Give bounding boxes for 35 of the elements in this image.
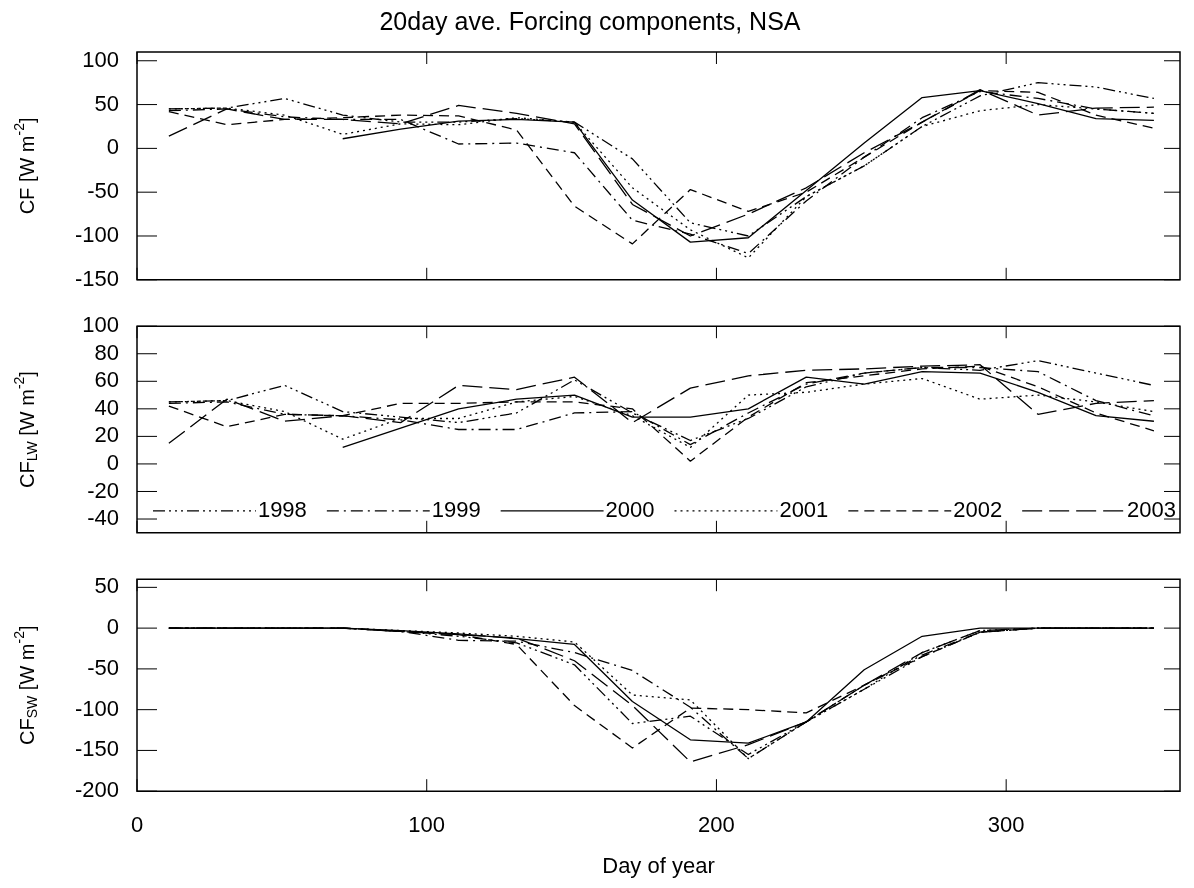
y-tick-label: -40 [87,505,119,531]
y-tick-label: -100 [74,222,119,248]
legend-label: 2001 [779,496,829,522]
y-tick-label: 80 [94,339,119,365]
x-axis-title: Day of year [602,852,715,878]
x-tick-label: 0 [130,812,144,838]
y-tick-label: -150 [74,265,119,291]
legend-label: 1999 [431,496,481,522]
y-tick-label: 0 [106,134,119,160]
y-tick-label: -200 [74,777,119,803]
y-tick-label: -50 [87,178,119,204]
y-tick-label: 0 [106,614,119,640]
y-axis-title: CFLW [W m-2] [10,371,40,488]
legend-label: 2003 [1127,496,1177,522]
y-tick-label: 100 [82,46,119,72]
x-tick-label: 100 [408,812,446,838]
y-tick-label: 40 [94,394,119,420]
legend-label: 1998 [257,496,307,522]
y-tick-label: -150 [74,736,119,762]
y-axis-title: CFSW [W m-2] [10,625,40,745]
chart-title: 20day ave. Forcing components, NSA [379,6,801,35]
y-tick-label: 50 [94,90,119,116]
y-tick-label: 0 [106,450,119,475]
y-tick-label: 50 [94,573,119,599]
legend-label: 2002 [953,496,1003,522]
y-tick-label: -50 [87,654,119,680]
y-tick-label: 100 [82,312,119,338]
y-tick-label: -100 [74,695,119,721]
y-tick-label: -20 [87,477,119,503]
y-axis-title: CF [W m-2] [10,117,38,215]
x-tick-label: 200 [698,812,735,838]
y-tick-label: 20 [94,422,119,448]
legend-label: 2000 [605,496,655,522]
x-tick-label: 300 [987,812,1025,838]
y-tick-label: 60 [94,367,119,393]
